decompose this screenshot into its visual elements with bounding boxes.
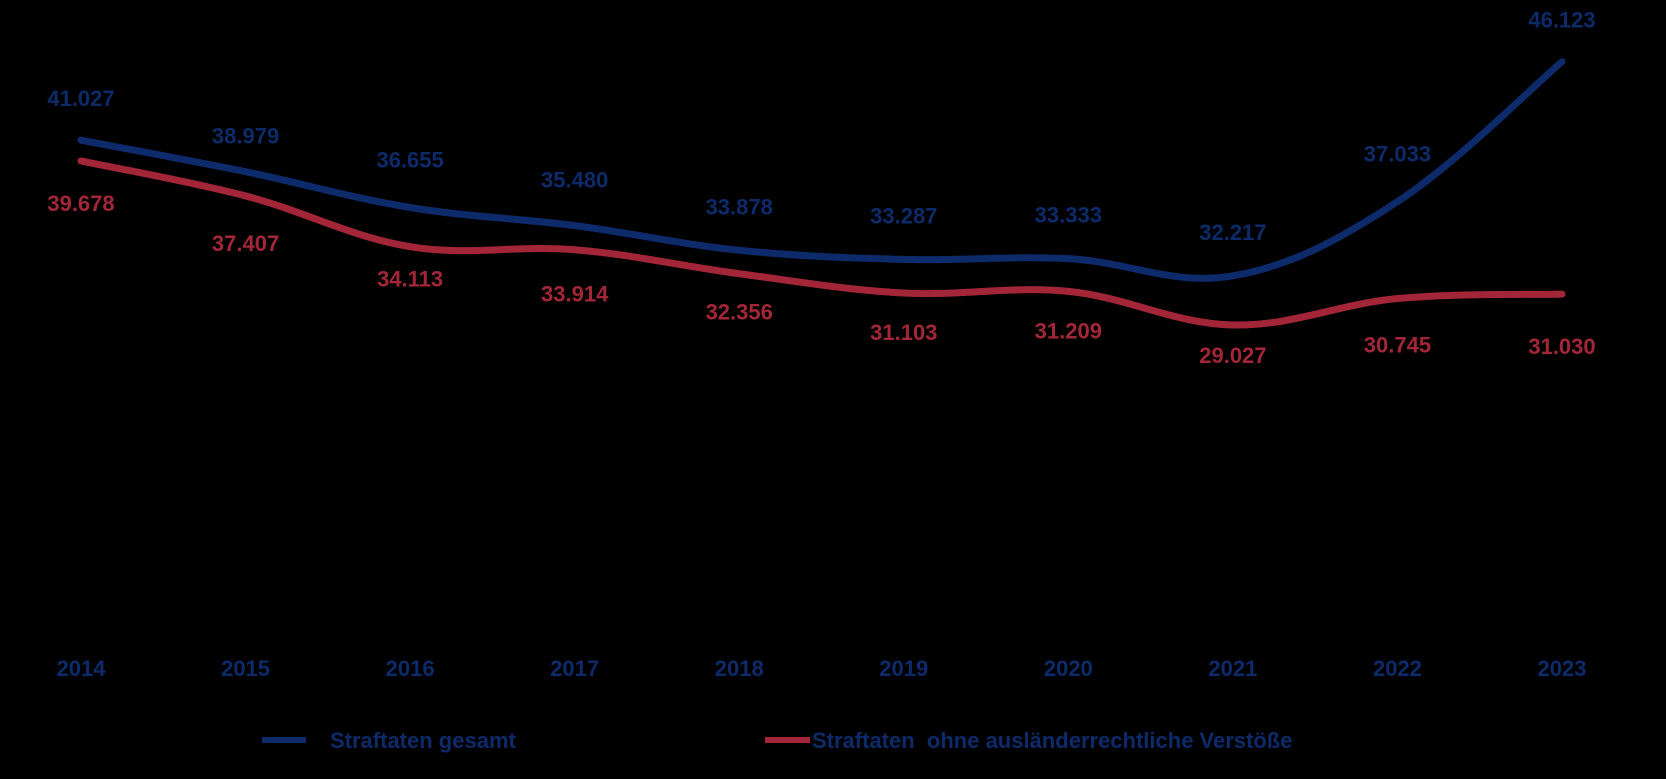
x-tick-label-2017: 2017 (550, 656, 599, 681)
data-label-1-2014: 39.678 (47, 191, 114, 216)
data-labels: 41.027 38.979 36.655 35.480 33.878 33.287 33.3… (47, 8, 1595, 368)
data-label-0-2016: 36.655 (376, 148, 443, 173)
x-tick-label-2021: 2021 (1208, 656, 1257, 681)
series-line-1 (77, 157, 1566, 329)
data-label-0-2017: 35.480 (541, 168, 608, 193)
x-tick-label-2016: 2016 (386, 656, 435, 681)
x-tick-label-2023: 2023 (1538, 656, 1587, 681)
data-label-1-2021: 29.027 (1199, 343, 1266, 368)
series-lines (77, 58, 1566, 329)
data-label-1-2022: 30.745 (1364, 333, 1431, 358)
x-tick-label-2019: 2019 (879, 656, 928, 681)
data-label-1-2016: 34.113 (377, 267, 443, 292)
x-tick-label-2022: 2022 (1373, 656, 1422, 681)
data-label-1-2023: 31.030 (1528, 334, 1595, 359)
data-label-1-2017: 33.914 (541, 282, 609, 307)
data-label-0-2020: 33.333 (1035, 203, 1102, 228)
data-label-0-2015: 38.979 (212, 124, 279, 149)
x-axis-tick-labels: 2014 2015 2016 2017 2018 2019 2020 2021 2022 2023 (57, 656, 1587, 681)
data-label-1-2018: 32.356 (706, 300, 773, 325)
x-tick-label-2014: 2014 (57, 656, 107, 681)
data-label-0-2014: 41.027 (47, 86, 114, 111)
data-label-0-2023: 46.123 (1528, 8, 1595, 33)
data-label-0-2019: 33.287 (870, 203, 937, 228)
series-line-0 (77, 58, 1566, 282)
data-label-1-2015: 37.407 (212, 231, 279, 256)
data-label-0-2018: 33.878 (706, 194, 773, 219)
legend: Straftaten gesamt Straftaten ohne auslän… (262, 728, 1292, 753)
data-label-0-2021: 32.217 (1199, 220, 1266, 245)
data-label-1-2019: 31.103 (870, 320, 937, 345)
legend-label-straftaten-ohne-auslaenderrechtliche: Straftaten ohne ausländerrechtliche Vers… (812, 728, 1292, 753)
x-tick-label-2018: 2018 (715, 656, 764, 681)
x-tick-label-2020: 2020 (1044, 656, 1093, 681)
legend-label-straftaten-gesamt: Straftaten gesamt (330, 728, 517, 753)
data-label-0-2022: 37.033 (1364, 142, 1431, 167)
data-label-1-2020: 31.209 (1035, 318, 1102, 343)
x-tick-label-2015: 2015 (221, 656, 270, 681)
